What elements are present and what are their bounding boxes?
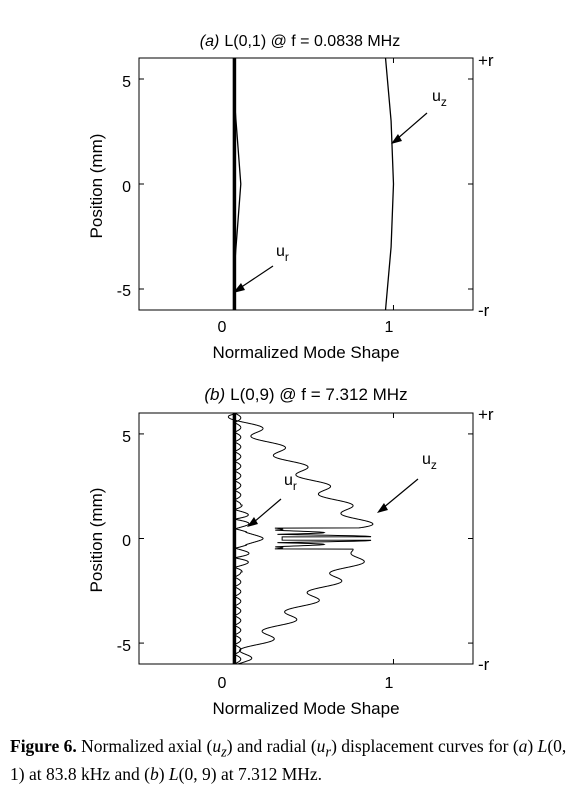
panel-b-series-uz [228, 413, 373, 664]
panel-a-ytick-neg5: -5 [117, 283, 131, 300]
figure-caption: Figure 6. Normalized axial (uz) and radi… [10, 736, 570, 785]
panel-b-ur-arrow [247, 499, 281, 527]
panel-a-right-bottom-label: -r [478, 301, 490, 320]
panel-a-curves [234, 58, 393, 310]
panel-b-xtick-0: 0 [218, 675, 227, 692]
panel-b-ur-annotation: ur [284, 472, 297, 493]
panel-a-uz-annotation: uz [432, 88, 447, 109]
caption-label: Figure 6. [10, 736, 77, 756]
panel-b-curves [228, 413, 373, 664]
panel-b-ytick-neg5: -5 [117, 638, 131, 655]
panel-a-ylabel: Position (mm) [87, 134, 106, 239]
panel-b-ytick-5: 5 [122, 429, 131, 446]
panel-a-series-uz [386, 58, 394, 310]
panel-b-xlabel: Normalized Mode Shape [212, 699, 399, 718]
panel-a-ytick-5: 5 [122, 74, 131, 91]
panel-b-right-top-label: +r [478, 405, 494, 424]
panel-b-ylabel: Position (mm) [87, 488, 106, 593]
panel-a-ytick-0: 0 [122, 179, 131, 196]
panel-b-xtick-1: 1 [385, 675, 394, 692]
panel-b-ytick-0: 0 [122, 533, 131, 550]
panel-a-right-top-label: +r [478, 51, 494, 70]
panel-a-title: (a) L(0,1) @ f = 0.0838 MHz [200, 33, 400, 50]
panel-a-ur-annotation: ur [276, 243, 289, 264]
panel-b: (b) L(0,9) @ f = 7.312 MHz 5 0 -5 0 1 Nor… [87, 385, 494, 718]
panel-a-xtick-1: 1 [385, 319, 394, 336]
panel-a-plot-frame [139, 58, 473, 310]
panel-a-xtick-0: 0 [218, 319, 227, 336]
panel-a-ur-arrow [233, 266, 273, 293]
panel-b-right-bottom-label: -r [478, 655, 490, 674]
panel-a-ticks [139, 58, 473, 310]
panel-a: (a) L(0,1) @ f = 0.0838 MHz 5 0 -5 0 1 No… [87, 33, 494, 362]
figure: (a) L(0,1) @ f = 0.0838 MHz 5 0 -5 0 1 No… [0, 0, 576, 730]
panel-b-uz-annotation: uz [422, 451, 437, 472]
panel-b-title: (b) L(0,9) @ f = 7.312 MHz [204, 385, 407, 404]
panel-b-series-ur [234, 413, 263, 664]
panel-a-xlabel: Normalized Mode Shape [212, 343, 399, 362]
panel-a-uz-arrow [391, 113, 427, 144]
panel-b-uz-arrow [377, 479, 418, 513]
